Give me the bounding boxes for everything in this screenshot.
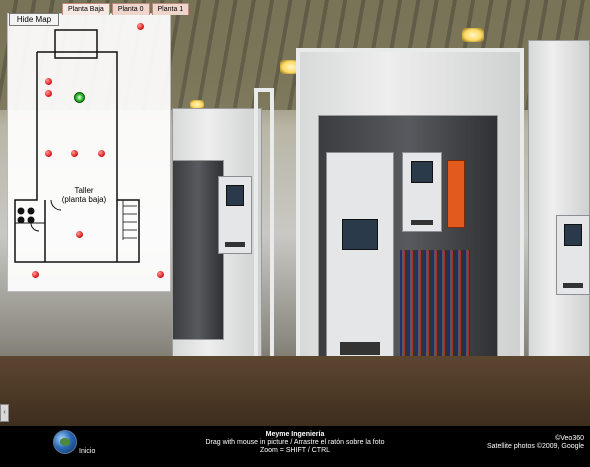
hide-map-button[interactable]: Hide Map (9, 13, 59, 26)
cabinet-interior (172, 160, 224, 340)
footer-bar (0, 426, 590, 467)
frequency-drive (556, 215, 590, 295)
footer-info: Meyme Ingeniería Drag with mouse in pict… (190, 431, 400, 455)
floor-tabs: Planta Baja Planta 0 Planta 1 (62, 3, 191, 15)
frequency-drive (402, 152, 442, 232)
map-area-floor: (planta baja) (61, 195, 107, 204)
map-hotspot[interactable] (45, 90, 52, 97)
map-hotspot[interactable] (32, 271, 39, 278)
map-hotspot[interactable] (157, 271, 164, 278)
map-hotspot[interactable] (76, 231, 83, 238)
map-hotspot[interactable] (45, 150, 52, 157)
panorama-viewer[interactable] (0, 0, 590, 426)
side-toggle-button[interactable]: ‹ (0, 404, 9, 422)
ceiling-lamp (190, 100, 204, 109)
frequency-drive (326, 152, 394, 374)
map-hotspot[interactable] (98, 150, 105, 157)
map-hotspot[interactable] (71, 150, 78, 157)
tab-planta-baja[interactable]: Planta Baja (62, 3, 110, 15)
map-area-name: Taller (74, 186, 94, 195)
company-name: Meyme Ingeniería (265, 431, 325, 438)
map-area-label: Taller (planta baja) (49, 186, 119, 204)
orange-drive-unit (447, 160, 465, 228)
current-location-hotspot[interactable] (74, 92, 85, 103)
tab-planta-0[interactable]: Planta 0 (111, 3, 150, 15)
floor (0, 356, 590, 426)
floor-map-panel (7, 13, 171, 292)
frequency-drive (218, 176, 252, 254)
floor-plan (14, 29, 140, 263)
satellite-credit: Satellite photos ©2009, Google (486, 443, 584, 450)
veo360-credit[interactable]: ©Veo360 (555, 435, 584, 442)
home-link[interactable]: Inicio (79, 448, 96, 455)
drag-instructions: Drag with mouse in picture / Arrastre el… (205, 439, 385, 446)
tab-planta-1[interactable]: Planta 1 (151, 3, 190, 15)
globe-icon[interactable] (53, 430, 77, 454)
zoom-hint: Zoom = SHIFT / CTRL (259, 447, 331, 454)
chevron-left-icon: ‹ (3, 409, 6, 416)
credits: ©Veo360 Satellite photos ©2009, Google (452, 435, 584, 451)
ceiling-lamp (462, 28, 484, 42)
map-hotspot[interactable] (137, 23, 144, 30)
map-hotspot[interactable] (45, 78, 52, 85)
